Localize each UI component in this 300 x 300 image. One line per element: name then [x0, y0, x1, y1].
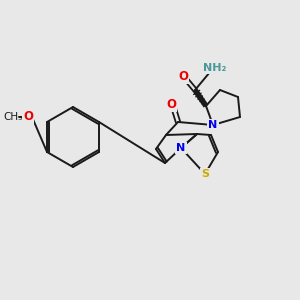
Text: N: N [208, 120, 217, 130]
Text: O: O [23, 110, 33, 124]
Text: S: S [201, 169, 209, 179]
Text: O: O [178, 70, 188, 83]
Text: N: N [176, 143, 186, 153]
Text: NH₂: NH₂ [203, 63, 227, 73]
Text: CH₃: CH₃ [3, 112, 22, 122]
Text: O: O [166, 98, 176, 110]
